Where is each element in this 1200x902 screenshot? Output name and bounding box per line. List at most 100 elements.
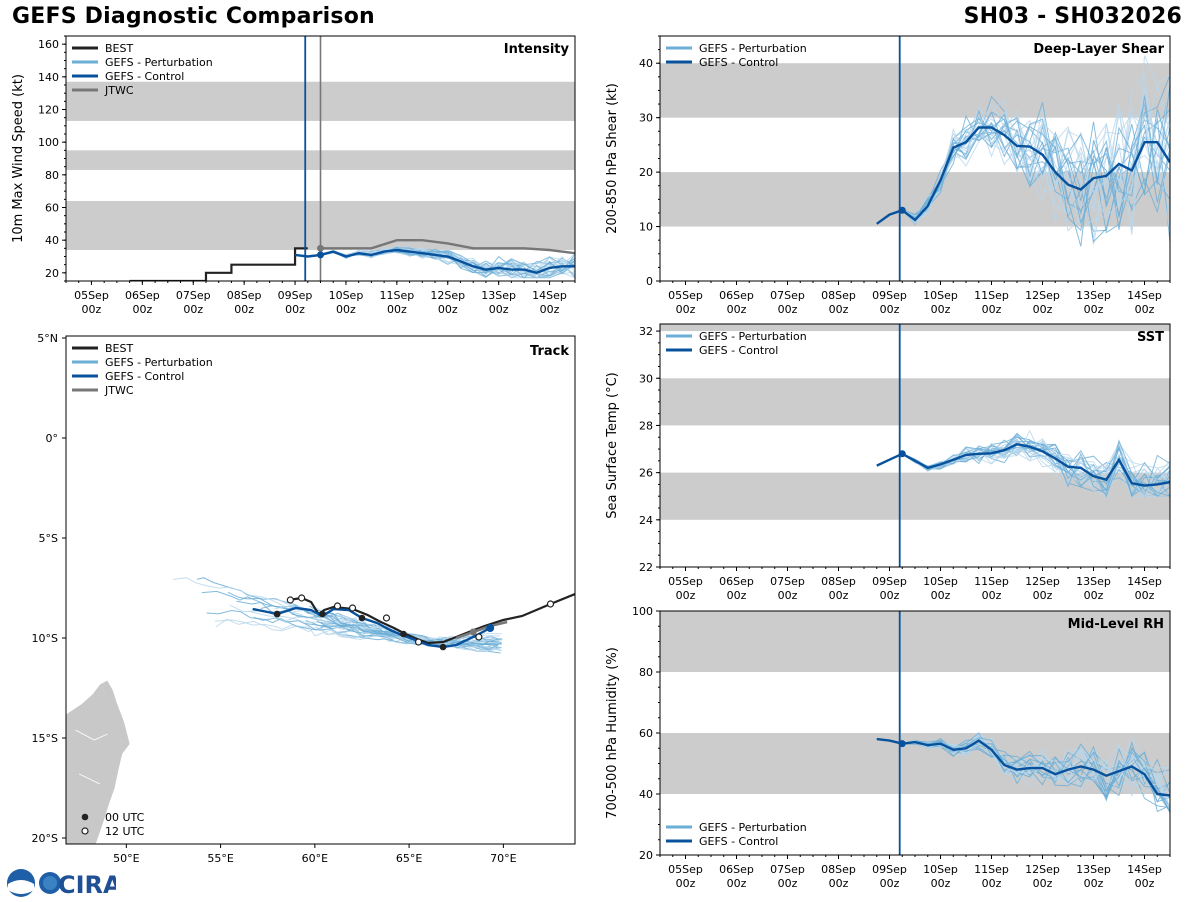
rh-control-line [876,737,1170,797]
rh-xtick-hour-label: 00z [778,877,798,890]
rh-xtick-hour-label: 00z [880,877,900,890]
shear-xtick-day-label: 09Sep [872,289,907,302]
intensity-legend-label: GEFS - Perturbation [105,56,213,69]
intensity-xtick-day-label: 10Sep [329,289,364,302]
rh-xtick-day-label: 10Sep [923,863,958,876]
shear-title: Deep-Layer Shear [1033,42,1164,57]
sst-xtick-day-label: 11Sep [974,575,1009,588]
rh-xtick-hour-label: 00z [1033,877,1053,890]
madagascar-landmass [66,679,131,844]
intensity-xtick-hour-label: 00z [183,303,203,316]
intensity-ytick-label: 20 [45,267,59,280]
sst-xtick-hour-label: 00z [1084,589,1104,602]
shear-xtick-hour-label: 00z [982,303,1002,316]
intensity-xtick-day-label: 12Sep [430,289,465,302]
intensity-title: Intensity [504,42,570,57]
rh-legend-label: GEFS - Perturbation [699,821,807,834]
track-title: Track [530,344,569,359]
cira-logo: CIRA [6,868,122,899]
rh-xtick-day-label: 06Sep [719,863,754,876]
intensity-panel: 2040608010012014016005Sep00z06Sep00z07Se… [11,35,576,316]
sst-control-line [876,443,1170,487]
shear-plot-area [660,36,1170,281]
rh-xtick-day-label: 12Sep [1025,863,1060,876]
intensity-ytick-label: 120 [38,104,59,117]
intensity-jtwc-line [320,239,575,255]
track-xtick-label: 65°E [396,852,422,865]
shear-xtick-day-label: 12Sep [1025,289,1060,302]
shear-ytick-label: 0 [646,275,653,288]
track-ytick-label: 5°N [37,332,58,345]
track-xtick-label: 55°E [207,852,233,865]
shear-panel: 01020304005Sep00z06Sep00z07Sep00z08Sep00… [605,35,1171,316]
track-best-12utc-marker [286,596,294,604]
track-best-12utc-marker [333,602,342,610]
intensity-ytick-label: 160 [38,38,59,51]
rh-ytick-label: 40 [639,788,653,801]
track-marker-legend-label: 12 UTC [105,825,145,838]
sst-ytick-label: 22 [639,561,653,574]
intensity-xtick-day-label: 09Sep [278,289,313,302]
track-jtwc-point [469,628,477,636]
intensity-xtick-hour-label: 00z [489,303,509,316]
shear-legend-label: GEFS - Control [699,56,778,69]
intensity-xtick-day-label: 06Sep [125,289,160,302]
rh-panel: 2040608010005Sep00z06Sep00z07Sep00z08Sep… [605,605,1171,890]
shear-perturbation-member [901,106,1170,232]
shear-legend-label: GEFS - Perturbation [699,42,807,55]
track-xtick-label: 70°E [490,852,516,865]
track-xtick-label: 50°E [113,852,139,865]
rh-xtick-day-label: 08Sep [821,863,856,876]
sst-xtick-day-label: 14Sep [1127,575,1162,588]
shear-xtick-hour-label: 00z [778,303,798,316]
track-marker-legend-label: 00 UTC [105,811,145,824]
intensity-ytick-label: 40 [45,234,59,247]
shear-ylabel: 200-850 hPa Shear (kt) [605,83,620,234]
shear-xtick-day-label: 10Sep [923,289,958,302]
rh-xtick-hour-label: 00z [676,877,696,890]
intensity-legend-label: GEFS - Control [105,70,184,83]
sst-ytick-label: 28 [639,419,653,432]
shear-xtick-hour-label: 00z [931,303,951,316]
track-best-12utc-marker [348,604,357,612]
track-perturbation-member [318,612,499,651]
intensity-xtick-hour-label: 00z [387,303,407,316]
track-best-00utc-marker [400,630,407,638]
intensity-xtick-hour-label: 00z [336,303,356,316]
track-jtwc-line [455,620,508,640]
intensity-ytick-label: 60 [45,202,59,215]
intensity-xtick-hour-label: 00z [285,303,305,316]
intensity-ytick-label: 80 [45,169,59,182]
shear-xtick-hour-label: 00z [727,303,747,316]
intensity-ylabel: 10m Max Wind Speed (kt) [11,74,26,243]
sst-xtick-hour-label: 00z [880,589,900,602]
rh-ylabel: 700-500 hPa Humidity (%) [605,647,620,819]
shear-xtick-day-label: 07Sep [770,289,805,302]
track-legend-00utc-marker [81,813,89,821]
intensity-xtick-day-label: 13Sep [481,289,516,302]
sst-xtick-day-label: 07Sep [770,575,805,588]
sst-xtick-day-label: 10Sep [923,575,958,588]
sst-ytick-label: 26 [639,467,653,480]
shear-xtick-hour-label: 00z [880,303,900,316]
rh-xtick-hour-label: 00z [727,877,747,890]
track-perturbation-member [340,616,497,652]
sst-legend-label: GEFS - Perturbation [699,330,807,343]
track-ytick-label: 20°S [32,832,58,845]
rh-xtick-day-label: 09Sep [872,863,907,876]
sst-ylabel: Sea Surface Temp (°C) [605,372,620,519]
shear-xtick-day-label: 05Sep [668,289,703,302]
track-legend-label: BEST [105,342,133,355]
intensity-legend-label: BEST [105,42,133,55]
shear-control-line [876,126,1170,225]
sst-xtick-day-label: 06Sep [719,575,754,588]
track-best-12utc-marker [546,600,555,608]
sst-xtick-hour-label: 00z [931,589,951,602]
rh-xtick-day-label: 05Sep [668,863,703,876]
sst-plot-area [660,324,1170,567]
sst-band-1 [660,378,1170,426]
sst-xtick-day-label: 08Sep [821,575,856,588]
sst-xtick-hour-label: 00z [727,589,747,602]
sst-legend-label: GEFS - Control [699,344,778,357]
